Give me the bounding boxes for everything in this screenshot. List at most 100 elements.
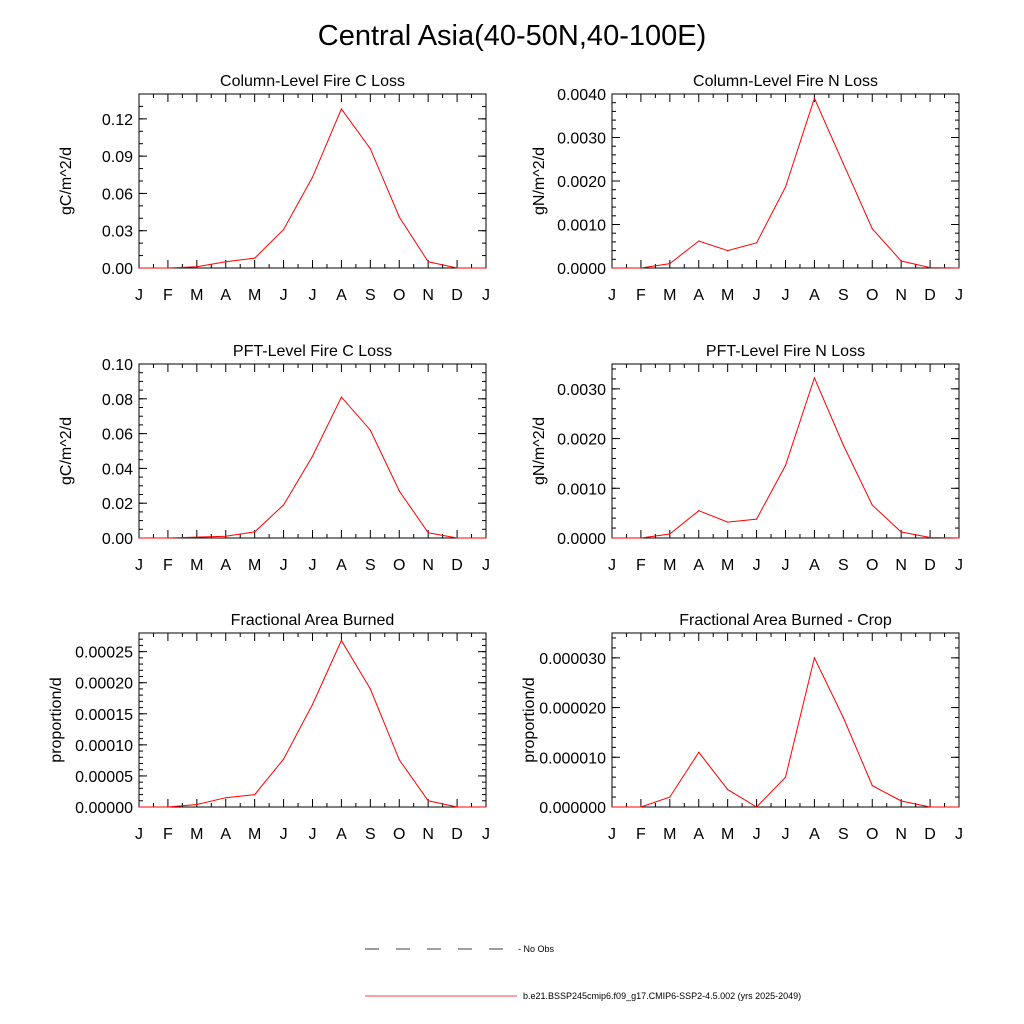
x-tick-label: O (393, 557, 405, 574)
data-point (669, 533, 671, 535)
x-tick-label: A (220, 826, 231, 843)
chart-panel-6: Fractional Area Burned - Crop proportion/… (521, 612, 963, 843)
data-point (456, 806, 458, 808)
data-point (427, 261, 429, 263)
x-tick-label: A (336, 557, 347, 574)
x-tick-label: J (135, 557, 143, 574)
data-point (871, 785, 873, 787)
x-tick-label: J (782, 826, 790, 843)
data-point (369, 148, 371, 150)
data-point (427, 532, 429, 534)
x-tick-label: S (365, 287, 376, 304)
data-point (640, 537, 642, 539)
x-tick-label: A (809, 557, 820, 574)
data-point (225, 261, 227, 263)
x-tick-label: F (636, 826, 646, 843)
data-point (282, 228, 285, 231)
data-point (196, 803, 198, 806)
data-point (611, 537, 613, 539)
y-tick-label: 0.04 (102, 461, 133, 478)
data-point (871, 504, 873, 506)
x-tick-label: M (190, 557, 203, 574)
data-point (958, 537, 960, 539)
x-tick-label: J (135, 287, 143, 304)
data-point (340, 108, 343, 110)
x-tick-label: J (482, 557, 490, 574)
legend-obs-label: - No Obs (518, 944, 555, 954)
data-point (871, 228, 873, 230)
series-line-model (139, 396, 486, 539)
x-tick-label: J (608, 287, 616, 304)
data-point (254, 793, 256, 796)
y-axis-label: gC/m^2/d (58, 147, 75, 215)
x-tick-label: A (809, 287, 820, 304)
x-tick-label: M (721, 557, 734, 574)
data-point (311, 703, 314, 706)
x-tick-label: M (721, 826, 734, 843)
data-point (755, 242, 758, 244)
x-tick-label: A (693, 826, 704, 843)
data-point (282, 758, 285, 760)
chart-title: PFT-Level Fire N Loss (706, 343, 865, 360)
plot-frame (138, 363, 487, 539)
y-tick-label: 0.0030 (557, 131, 606, 148)
y-tick-label: 0.000010 (539, 750, 606, 767)
legend-model-label: b.e21.BSSP245cmip6.f09_g17.CMIP6-SSP2-4.… (523, 991, 801, 1001)
x-tick-label: M (663, 826, 676, 843)
series-line-model (139, 639, 486, 808)
x-tick-label: S (838, 557, 849, 574)
data-point (727, 250, 729, 252)
plot-frame (611, 632, 960, 808)
data-point (456, 537, 458, 539)
data-point (698, 751, 700, 753)
data-point (485, 267, 487, 269)
y-tick-label: 0.0020 (557, 432, 606, 449)
data-point (196, 266, 198, 268)
series-line-model (612, 96, 960, 269)
data-point (427, 800, 429, 802)
data-point (640, 806, 642, 808)
figure-title: Central Asia(40-50N,40-100E) (317, 20, 707, 52)
x-tick-label: M (663, 287, 676, 304)
x-tick-label: J (955, 287, 963, 304)
x-tick-label: D (924, 557, 936, 574)
plot-frame (611, 93, 960, 269)
data-point (784, 464, 787, 467)
y-tick-label: 0.0010 (557, 218, 606, 235)
x-tick-label: D (924, 826, 936, 843)
y-tick-label: 0.00 (102, 261, 133, 278)
plot-frame (611, 363, 960, 539)
data-point (611, 806, 613, 808)
data-point (167, 537, 169, 539)
y-tick-label: 0.00020 (75, 676, 133, 693)
data-point (254, 257, 256, 259)
x-tick-label: O (866, 287, 878, 304)
x-tick-label: N (422, 557, 434, 574)
y-tick-label: 0.0020 (557, 174, 606, 191)
chart-title: Column-Level Fire N Loss (693, 73, 878, 90)
data-point (669, 796, 671, 798)
data-point (254, 531, 256, 533)
y-tick-label: 0.09 (102, 149, 133, 166)
y-tick-label: 0.0010 (557, 481, 606, 498)
y-tick-label: 0.000020 (539, 701, 606, 718)
y-tick-label: 0.000030 (539, 651, 606, 668)
data-point (485, 806, 487, 808)
x-tick-label: J (955, 557, 963, 574)
x-tick-label: F (636, 557, 646, 574)
data-point (813, 657, 816, 659)
x-tick-label: J (782, 287, 790, 304)
x-tick-label: A (336, 287, 347, 304)
x-tick-label: N (895, 287, 907, 304)
data-point (138, 267, 140, 269)
x-tick-label: A (693, 287, 704, 304)
data-point (311, 455, 314, 457)
data-point (669, 263, 671, 265)
legend: - No Obs b.e21.BSSP245cmip6.f09_g17.CMIP6… (365, 944, 801, 1001)
data-point (813, 97, 816, 99)
plot-frame (138, 93, 487, 269)
